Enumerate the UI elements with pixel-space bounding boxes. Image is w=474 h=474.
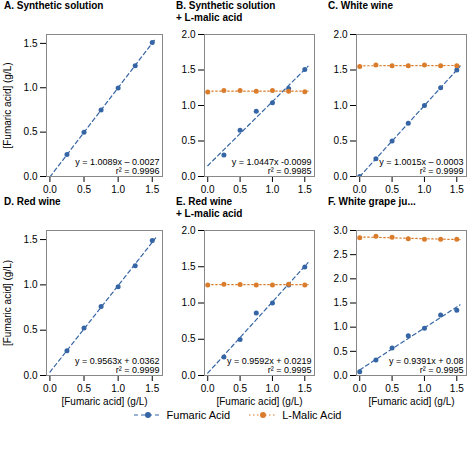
svg-text:1.0: 1.0 — [265, 184, 279, 195]
svg-text:0.0: 0.0 — [201, 184, 215, 195]
html-text:A. Synthetic solution: A. Synthetic solution — [4, 0, 104, 11]
svg-text:1.5: 1.5 — [24, 234, 38, 245]
svg-text:1.0: 1.0 — [182, 100, 196, 111]
svg-text:1.0: 1.0 — [334, 321, 348, 332]
svg-text:1.0: 1.0 — [24, 279, 38, 290]
html-text:B. Synthetic solution + L-mali: B. Synthetic solution + L-malic acid — [176, 0, 276, 23]
svg-text:y = 1.0015x – 0.0003r² = 0.999: y = 1.0015x – 0.0003r² = 0.9999 — [379, 157, 463, 176]
svg-text:0.0: 0.0 — [24, 370, 38, 381]
svg-text:2.0: 2.0 — [334, 29, 348, 40]
svg-text:1.0: 1.0 — [182, 297, 196, 308]
html-text:C. White wine: C. White wine — [328, 0, 393, 11]
svg-text:1.5: 1.5 — [145, 184, 159, 195]
svg-text:y = 1.0447x -0.0099r² = 0.9985: y = 1.0447x -0.0099r² = 0.9985 — [232, 157, 312, 176]
svg-text:1.5: 1.5 — [298, 383, 312, 394]
html-text:L-Malic Acid: L-Malic Acid — [282, 409, 342, 421]
html-text:D. Red wine: D. Red wine — [4, 196, 61, 207]
svg-text:0.0: 0.0 — [201, 383, 215, 394]
svg-text:[Fumaric acid] (g/L): [Fumaric acid] (g/L) — [368, 396, 454, 407]
html-text:Fumaric Acid: Fumaric Acid — [166, 409, 231, 421]
html-text:E. Red wine + L-malic acid: E. Red wine + L-malic acid — [176, 196, 243, 219]
svg-text:1.5: 1.5 — [298, 184, 312, 195]
svg-text:1.5: 1.5 — [450, 383, 464, 394]
svg-text:1.0: 1.0 — [417, 383, 431, 394]
svg-text:0.5: 0.5 — [385, 184, 399, 195]
svg-text:[Fumaric acid] (g/L): [Fumaric acid] (g/L) — [2, 260, 13, 346]
svg-text:2.0: 2.0 — [182, 225, 196, 236]
svg-text:1.0: 1.0 — [265, 383, 279, 394]
svg-text:1.5: 1.5 — [334, 64, 348, 75]
svg-text:0.5: 0.5 — [385, 383, 399, 394]
html-text:F. White grape ju...: F. White grape ju... — [328, 196, 416, 207]
svg-text:[Fumaric acid] (g/L): [Fumaric acid] (g/L) — [61, 396, 147, 407]
svg-text:0.0: 0.0 — [182, 370, 196, 381]
svg-text:0.0: 0.0 — [24, 171, 38, 182]
svg-text:0.5: 0.5 — [24, 126, 38, 137]
svg-text:1.5: 1.5 — [182, 64, 196, 75]
svg-text:1.5: 1.5 — [24, 38, 38, 49]
svg-text:0.0: 0.0 — [353, 184, 367, 195]
svg-text:0.0: 0.0 — [334, 171, 348, 182]
svg-text:2.5: 2.5 — [334, 249, 348, 260]
svg-text:y = 0.9592x + 0.0219r² = 0.999: y = 0.9592x + 0.0219r² = 0.9995 — [227, 356, 312, 375]
svg-text:2.0: 2.0 — [182, 29, 196, 40]
svg-text:0.5: 0.5 — [77, 184, 91, 195]
svg-text:0.5: 0.5 — [24, 324, 38, 335]
svg-text:0.0: 0.0 — [182, 171, 196, 182]
svg-text:1.0: 1.0 — [111, 184, 125, 195]
svg-text:1.5: 1.5 — [145, 383, 159, 394]
svg-text:0.0: 0.0 — [353, 383, 367, 394]
svg-text:y = 0.9563x + 0.0362r² = 0.999: y = 0.9563x + 0.0362r² = 0.9999 — [75, 356, 160, 375]
svg-text:3.0: 3.0 — [334, 225, 348, 236]
svg-text:0.5: 0.5 — [182, 333, 196, 344]
svg-text:1.5: 1.5 — [334, 297, 348, 308]
svg-text:0.5: 0.5 — [233, 383, 247, 394]
svg-text:[Fumaric acid] (g/L): [Fumaric acid] (g/L) — [216, 396, 302, 407]
svg-text:[Fumaric acid] (g/L): [Fumaric acid] (g/L) — [2, 62, 13, 148]
svg-text:0.5: 0.5 — [77, 383, 91, 394]
svg-text:0.0: 0.0 — [43, 383, 57, 394]
svg-text:1.5: 1.5 — [450, 184, 464, 195]
svg-text:0.0: 0.0 — [334, 370, 348, 381]
svg-text:1.5: 1.5 — [182, 261, 196, 272]
svg-text:0.0: 0.0 — [43, 184, 57, 195]
svg-text:y = 1.0089x – 0.0027r² = 0.999: y = 1.0089x – 0.0027r² = 0.9996 — [75, 157, 159, 176]
svg-text:0.5: 0.5 — [182, 135, 196, 146]
svg-text:y = 0.9391x + 0.08r² = 0.9995: y = 0.9391x + 0.08r² = 0.9995 — [389, 356, 464, 375]
svg-text:0.5: 0.5 — [334, 135, 348, 146]
svg-text:0.5: 0.5 — [334, 346, 348, 357]
svg-text:1.0: 1.0 — [334, 100, 348, 111]
svg-text:1.0: 1.0 — [417, 184, 431, 195]
svg-text:0.5: 0.5 — [233, 184, 247, 195]
svg-text:1.0: 1.0 — [24, 82, 38, 93]
svg-text:1.0: 1.0 — [111, 383, 125, 394]
svg-text:2.0: 2.0 — [334, 273, 348, 284]
